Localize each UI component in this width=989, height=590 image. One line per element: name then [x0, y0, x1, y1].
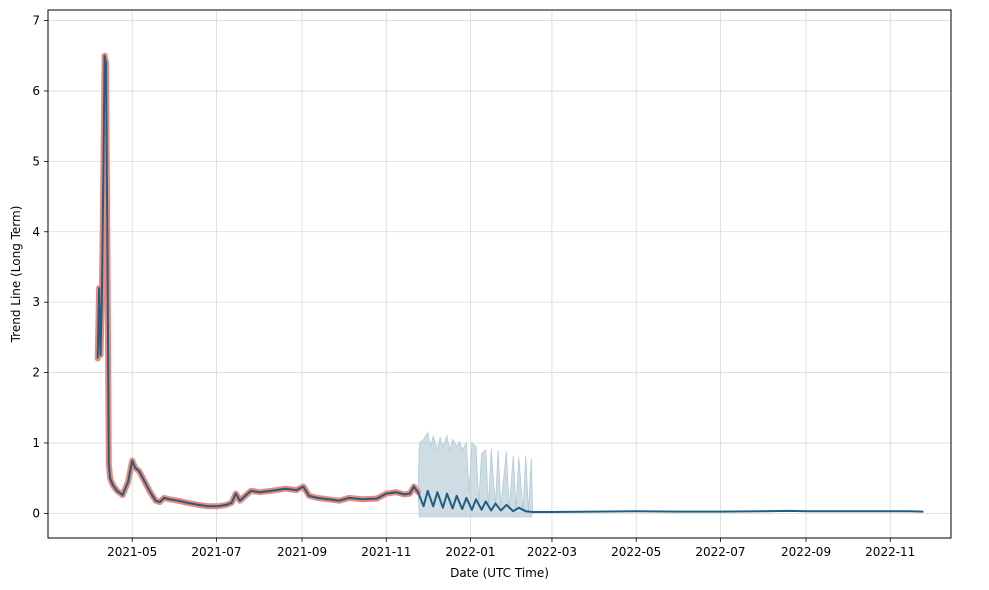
y-tick-label: 1	[32, 436, 40, 450]
x-tick-label: 2021-07	[191, 545, 241, 559]
x-tick-label: 2021-09	[277, 545, 327, 559]
x-tick-label: 2022-05	[611, 545, 661, 559]
x-tick-label: 2022-01	[445, 545, 495, 559]
y-tick-label: 5	[32, 154, 40, 168]
x-tick-label: 2021-11	[361, 545, 411, 559]
y-tick-label: 0	[32, 506, 40, 520]
axes-frame	[47, 9, 952, 539]
axis-ticks: 2021-05 2021-07 2021-09 2021-11 2022-01 2022-…	[32, 14, 915, 559]
x-tick-label: 2022-03	[527, 545, 577, 559]
y-tick-label: 3	[32, 295, 40, 309]
x-axis-title: Date (UTC Time)	[450, 566, 549, 580]
trend-line	[96, 54, 924, 513]
x-tick-label: 2021-05	[107, 545, 157, 559]
x-tick-label: 2022-11	[865, 545, 915, 559]
y-tick-label: 2	[32, 366, 40, 380]
plot-area	[94, 52, 924, 518]
y-tick-label: 6	[32, 84, 40, 98]
y-axis-title: Trend Line (Long Term)	[9, 206, 23, 344]
y-tick-label: 4	[32, 225, 40, 239]
x-tick-label: 2022-07	[695, 545, 745, 559]
y-tick-label: 7	[32, 14, 40, 28]
x-tick-label: 2022-09	[781, 545, 831, 559]
